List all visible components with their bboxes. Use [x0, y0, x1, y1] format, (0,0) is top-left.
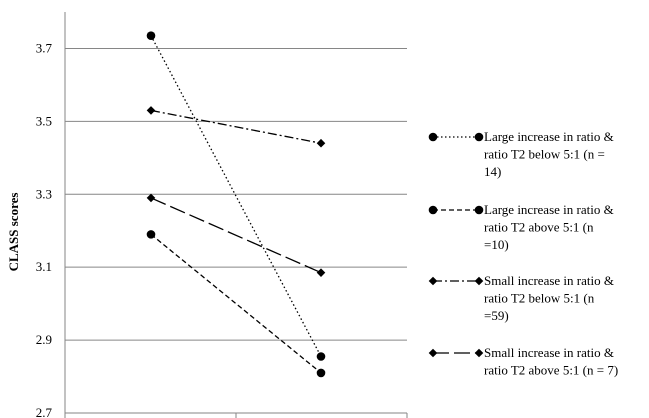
y-axis-label: CLASS scores: [6, 193, 21, 272]
y-tick-label: 3.3: [36, 186, 52, 201]
legend-label: ratio T2 below 5:1 (n =: [484, 147, 605, 162]
legend-label: Large increase in ratio &: [484, 202, 614, 217]
legend-marker: [428, 205, 438, 215]
legend-label: ratio T2 below 5:1 (n: [484, 291, 595, 306]
legend-marker: [474, 132, 484, 142]
legend-label: 14): [484, 164, 501, 179]
legend-label: =10): [484, 237, 509, 252]
axes: [64, 12, 408, 418]
legend-marker: [474, 276, 484, 286]
legend-label: ratio T2 above 5:1 (n = 7): [484, 363, 618, 378]
series-line: [150, 109, 322, 144]
data-point: [146, 230, 156, 239]
legend-marker: [428, 132, 438, 142]
legend-item-4: Small increase in ratio & ratio T2 above …: [428, 345, 618, 378]
series-1: [146, 31, 326, 361]
series-line: [150, 197, 322, 274]
data-point: [146, 106, 156, 115]
legend-label: ratio T2 above 5:1 (n: [484, 220, 594, 235]
y-tick-label: 3.5: [36, 113, 52, 128]
legend-item-3: Small increase in ratio & ratio T2 below …: [428, 273, 614, 323]
data-point: [146, 193, 156, 203]
legend-marker: [428, 276, 438, 286]
series-lines: [146, 31, 326, 378]
y-tick-label: 2.7: [36, 405, 53, 418]
series-2: [146, 230, 326, 378]
legend: Large increase in ratio & ratio T2 below …: [428, 129, 618, 378]
gridlines: [65, 47, 407, 341]
y-tick-label: 3.1: [36, 259, 52, 274]
series-line: [150, 233, 322, 374]
legend-label: =59): [484, 308, 509, 323]
legend-label: Large increase in ratio &: [484, 129, 614, 144]
legend-label: Small increase in ratio &: [484, 273, 614, 288]
data-point: [316, 268, 326, 277]
y-tick-labels: 2.7 2.9 3.1 3.3 3.5 3.7: [36, 40, 53, 418]
legend-marker: [428, 348, 438, 358]
series-line: [150, 35, 322, 357]
data-point: [146, 31, 156, 40]
series-4: [146, 193, 326, 277]
y-tick-label: 2.9: [36, 332, 52, 347]
legend-item-2: Large increase in ratio & ratio T2 above …: [428, 202, 614, 252]
legend-item-1: Large increase in ratio & ratio T2 below …: [428, 129, 614, 179]
y-tick-label: 3.7: [36, 40, 53, 55]
data-point: [316, 352, 326, 361]
data-point: [316, 138, 326, 148]
legend-marker: [474, 348, 484, 358]
legend-marker: [474, 205, 484, 215]
series-3: [146, 106, 326, 148]
data-point: [316, 368, 326, 378]
legend-label: Small increase in ratio &: [484, 345, 614, 360]
